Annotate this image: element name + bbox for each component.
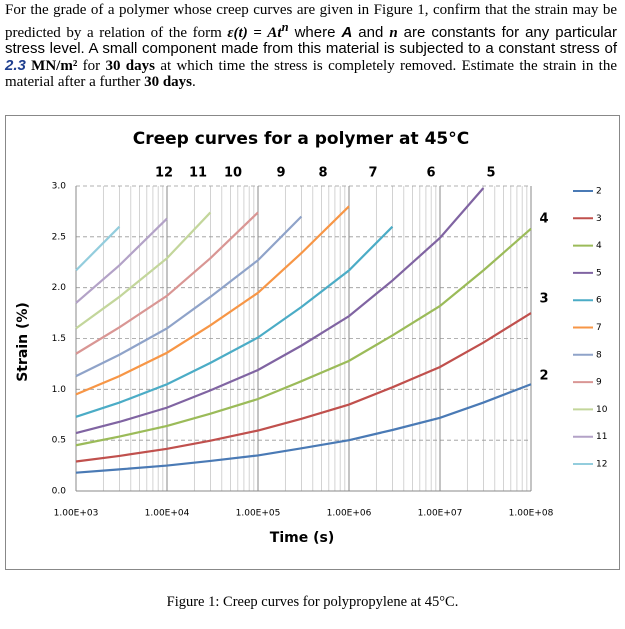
- series-line: [75, 211, 259, 355]
- series-line: [75, 215, 303, 378]
- legend-label: 8: [596, 350, 602, 360]
- text: and: [352, 23, 390, 41]
- x-tick-label: 1.00E+04: [145, 509, 190, 519]
- legend-label: 9: [596, 378, 602, 388]
- problem-text: For the grade of a polymer whose creep c…: [5, 2, 617, 91]
- series-line: [75, 217, 168, 304]
- symbol: A: [341, 23, 353, 41]
- chart-title: Creep curves for a polymer at 45°C: [133, 129, 469, 149]
- series-line: [75, 211, 212, 330]
- formula: ε(t) = At: [227, 24, 282, 41]
- x-tick-label: 1.00E+05: [236, 509, 281, 519]
- legend-label: 4: [596, 241, 602, 251]
- text: where: [288, 23, 342, 41]
- x-tick-label: 1.00E+06: [327, 509, 372, 519]
- y-tick-label: 0.0: [52, 487, 67, 497]
- text: for: [77, 57, 106, 74]
- series-line: [75, 205, 350, 396]
- curve-label: 12: [155, 166, 173, 181]
- legend-label: 7: [596, 323, 602, 333]
- curve-label: 4: [539, 212, 548, 227]
- x-tick-label: 1.00E+08: [509, 509, 554, 519]
- text: are constants for any particular stress …: [5, 23, 617, 57]
- curve-label: 9: [276, 166, 285, 181]
- legend-label: 6: [596, 296, 602, 306]
- series-line: [75, 383, 532, 474]
- duration: 30 days: [105, 57, 155, 74]
- chart: Creep curves for a polymer at 45°C Time …: [15, 129, 608, 546]
- curve-label: 8: [318, 166, 327, 181]
- y-tick-label: 1.0: [52, 385, 67, 395]
- legend-label: 11: [596, 432, 607, 442]
- formula-exponent: n: [281, 19, 289, 34]
- y-tick-label: 1.5: [52, 334, 66, 344]
- legend-label: 5: [596, 268, 602, 278]
- y-tick-label: 3.0: [52, 182, 67, 192]
- unit: MN/m²: [25, 57, 78, 74]
- figure-caption: Figure 1: Creep curves for polypropylene…: [166, 594, 459, 610]
- series-line: [75, 227, 532, 447]
- curve-label: 2: [539, 369, 548, 384]
- x-tick-label: 1.00E+07: [418, 509, 463, 519]
- curve-label: 3: [539, 292, 548, 307]
- chart-frame: Creep curves for a polymer at 45°C Time …: [5, 115, 620, 570]
- legend-label: 3: [596, 214, 602, 224]
- series-line: [75, 225, 121, 272]
- curve-label: 7: [368, 166, 377, 181]
- text: at which time the stress is completely r…: [5, 57, 617, 91]
- series-line: [75, 225, 394, 418]
- curve-label: 11: [189, 166, 207, 181]
- symbol: n: [389, 24, 398, 41]
- series-line: [75, 187, 485, 435]
- y-axis-label: Strain (%): [15, 302, 31, 382]
- stress-value: 2.3: [5, 56, 26, 74]
- x-axis-label: Time (s): [270, 530, 334, 546]
- y-tick-label: 2.0: [52, 283, 67, 293]
- y-tick-label: 2.5: [52, 232, 66, 242]
- text: .: [192, 74, 196, 90]
- legend-label: 2: [596, 187, 602, 197]
- y-tick-label: 0.5: [52, 436, 66, 446]
- duration: 30 days: [144, 74, 193, 90]
- legend-label: 10: [596, 405, 608, 415]
- curve-label: 6: [426, 166, 435, 181]
- curve-label: 10: [224, 166, 242, 181]
- legend-label: 12: [596, 460, 607, 470]
- series-line: [75, 312, 532, 463]
- x-tick-label: 1.00E+03: [54, 509, 99, 519]
- curve-label: 5: [486, 166, 495, 181]
- text: For the grade of a polymer whose creep c…: [5, 2, 617, 41]
